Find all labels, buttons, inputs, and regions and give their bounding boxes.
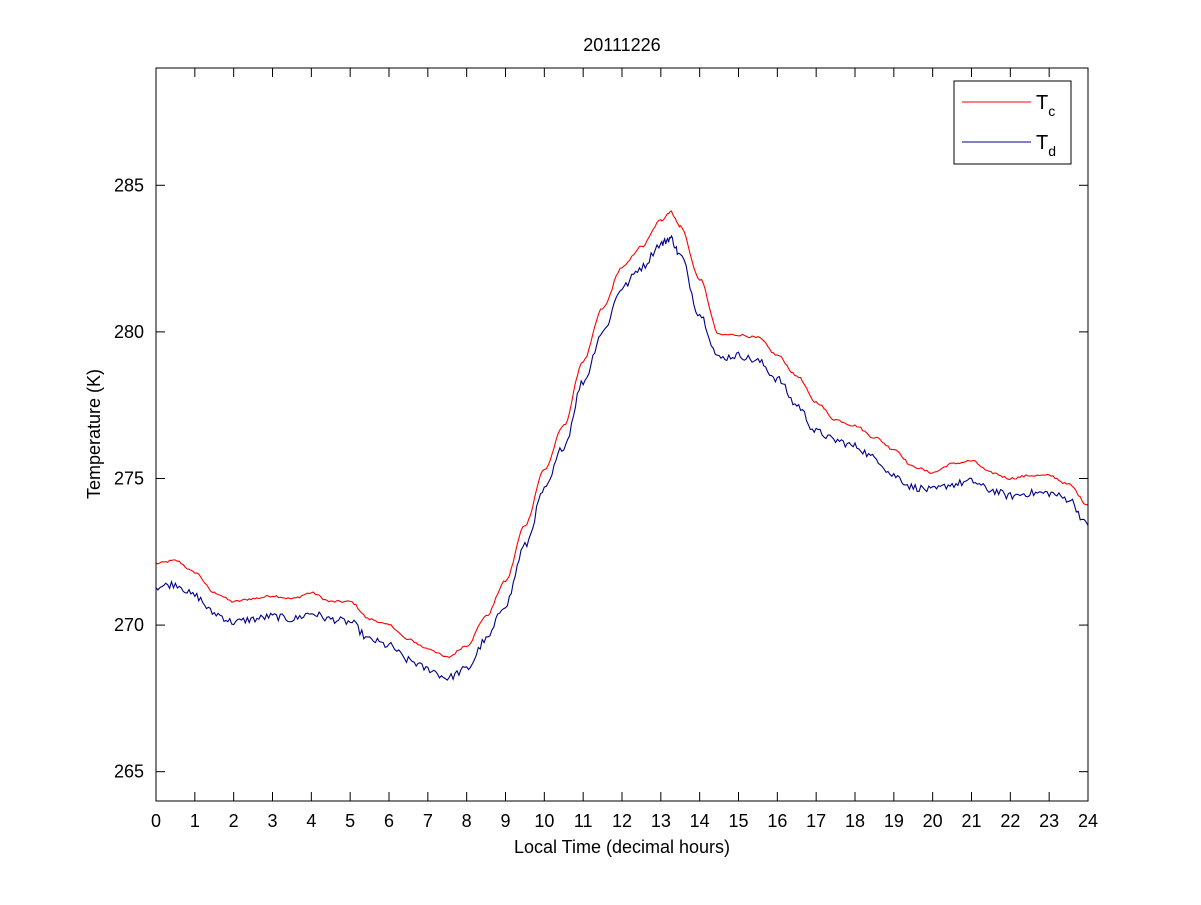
x-tick-labels: 0 1 2 3 4 5 6 7 8 9 10 11 12 13 14 15 16 17 18 19 20 21 22 23 24	[151, 811, 1098, 831]
x-tick-label: 5	[345, 811, 355, 831]
x-tick-label: 19	[884, 811, 904, 831]
x-tick-label: 24	[1078, 811, 1098, 831]
series-layer	[155, 210, 1089, 682]
x-tick-label: 2	[229, 811, 239, 831]
x-tick-label: 23	[1039, 811, 1059, 831]
x-tick-label: 21	[961, 811, 981, 831]
legend-label-tc-subscript: c	[1048, 103, 1055, 119]
x-tick-label: 16	[767, 811, 787, 831]
x-tick-label: 14	[690, 811, 710, 831]
x-axis-label: Local Time (decimal hours)	[514, 837, 730, 857]
legend-label-td-subscript: d	[1048, 143, 1056, 159]
y-tick-labels: 265 270 275 280 285	[114, 175, 144, 781]
x-tick-label: 13	[651, 811, 671, 831]
x-tick-label: 11	[574, 811, 593, 831]
x-tick-label: 10	[534, 811, 554, 831]
plot-area	[156, 68, 1088, 801]
y-tick-label: 280	[114, 322, 144, 342]
x-tick-label: 15	[728, 811, 748, 831]
x-tick-label: 22	[1000, 811, 1020, 831]
x-tick-label: 8	[462, 811, 472, 831]
x-tick-label: 18	[845, 811, 865, 831]
x-tick-label: 6	[384, 811, 394, 831]
legend-label-td: Td	[1036, 132, 1056, 159]
y-tick-label: 275	[114, 468, 144, 488]
series-line-Td	[155, 234, 1089, 682]
series-line-Tc	[155, 210, 1089, 659]
x-tick-label: 1	[190, 811, 200, 831]
y-tick-label: 285	[114, 175, 144, 195]
legend-label-tc: Tc	[1036, 92, 1055, 119]
x-tick-label: 9	[500, 811, 510, 831]
chart-title: 20111226	[583, 35, 660, 55]
x-tick-label: 0	[151, 811, 161, 831]
legend-label-td-main: T	[1036, 132, 1048, 154]
x-tick-label: 3	[267, 811, 277, 831]
legend-label-tc-main: T	[1036, 92, 1048, 114]
y-tick-label: 270	[114, 615, 144, 635]
x-tick-label: 17	[806, 811, 826, 831]
x-tick-label: 20	[923, 811, 943, 831]
x-tick-label: 4	[306, 811, 316, 831]
x-tick-label: 12	[612, 811, 632, 831]
plot-frame	[155, 67, 1089, 802]
y-axis-label: Temperature (K)	[84, 369, 104, 499]
legend-box	[953, 80, 1072, 165]
legend: Tc Td	[953, 80, 1072, 165]
x-tick-label: 7	[423, 811, 433, 831]
y-tick-label: 265	[114, 762, 144, 782]
